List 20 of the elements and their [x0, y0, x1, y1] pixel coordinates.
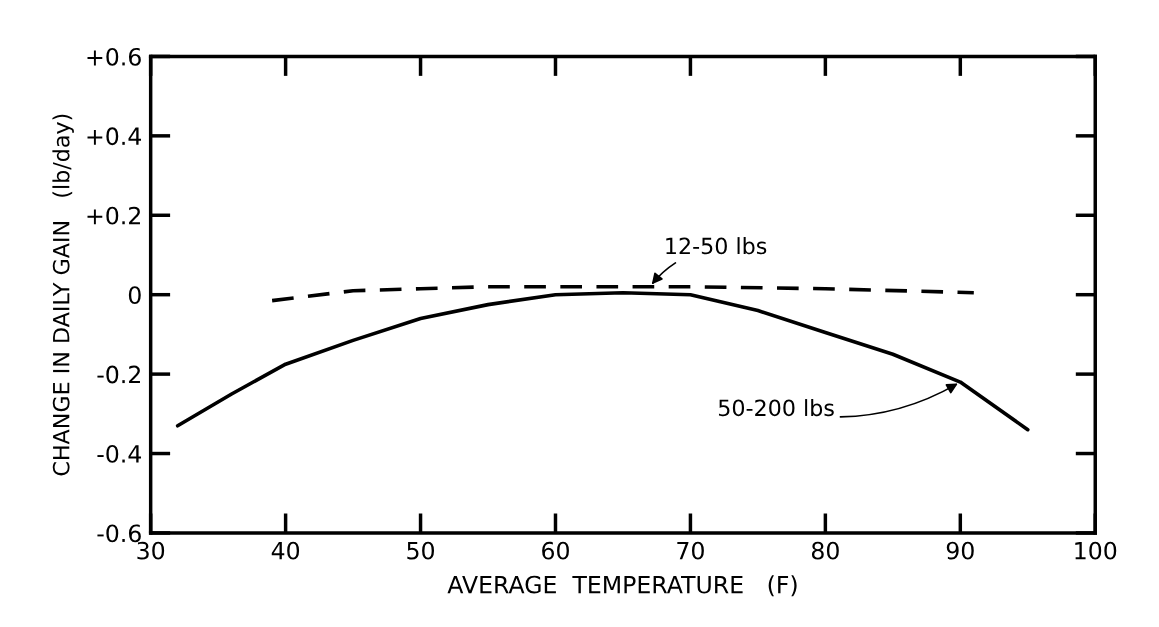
x-tick-label: 50	[407, 541, 435, 560]
annotation: 12-50 lbs	[666, 237, 767, 255]
x-axis-title: AVERAGE TEMPERATURE (F)	[447, 575, 797, 597]
x-tick-label: 70	[677, 541, 704, 560]
x-tick-label: 80	[811, 541, 839, 560]
y-tick-label: +0.4	[87, 127, 142, 146]
y-tick-label: -0.6	[97, 524, 141, 543]
y-tick-label: +0.6	[87, 47, 141, 66]
annotation: 50-200 lbs	[718, 399, 834, 417]
x-tick-label: 30	[137, 541, 165, 560]
y-tick-label: +0.2	[87, 206, 140, 225]
y-tick-label: 0	[128, 286, 141, 304]
y-axis-title: CHANGE IN DAILY GAIN (lb/day)	[52, 114, 74, 476]
x-tick-label: 90	[946, 541, 974, 560]
x-tick-label: 60	[542, 541, 569, 560]
y-tick-label: -0.2	[97, 365, 140, 384]
x-tick-label: 100	[1075, 541, 1117, 560]
y-tick-label: -0.4	[97, 444, 142, 463]
x-tick-label: 40	[271, 541, 300, 560]
line-series	[175, 290, 1030, 432]
